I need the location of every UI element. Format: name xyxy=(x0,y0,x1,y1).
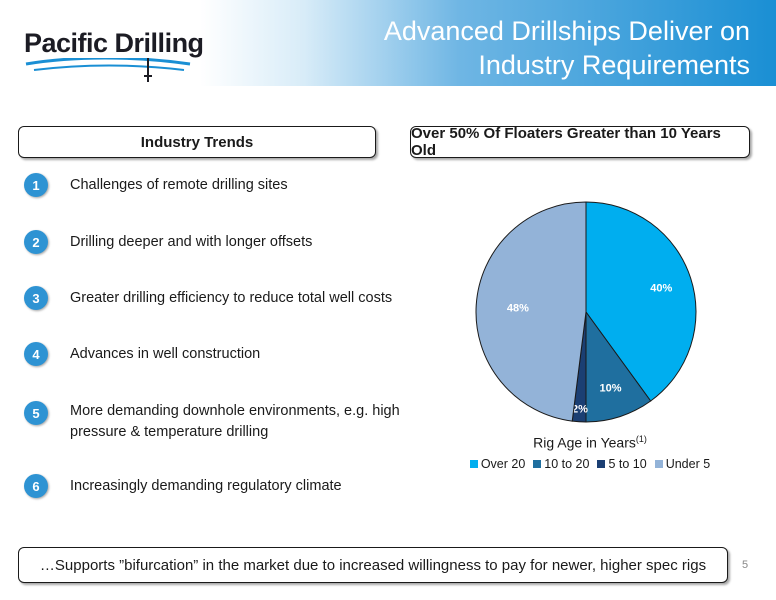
legend-item: Under 5 xyxy=(654,457,711,471)
legend-swatch xyxy=(654,460,663,468)
summary-message: …Supports ”bifurcation” in the market du… xyxy=(18,547,728,583)
floaters-heading: Over 50% Of Floaters Greater than 10 Yea… xyxy=(410,125,750,159)
legend-label: Under 5 xyxy=(665,457,711,471)
pie-slice-under-5 xyxy=(475,201,587,422)
legend-swatch xyxy=(597,460,606,468)
number-badge: 1 xyxy=(24,173,48,197)
legend-item: 5 to 10 xyxy=(597,457,647,471)
legend-label: 10 to 20 xyxy=(544,457,590,471)
pie-slice-over-20 xyxy=(585,201,697,402)
pie-data-label: 2% xyxy=(572,404,588,416)
trend-text: Advances in well construction xyxy=(70,346,261,362)
number-badge: 5 xyxy=(24,401,48,425)
pie-caption-text: Rig Age in Years xyxy=(533,434,636,451)
legend-swatch xyxy=(469,460,478,468)
pie-data-label: 40% xyxy=(650,283,672,295)
pie-caption-footnote: (1) xyxy=(635,434,647,444)
legend-label: 5 to 10 xyxy=(608,457,647,471)
number-badge: 4 xyxy=(24,342,48,366)
number-badge: 2 xyxy=(24,230,48,254)
page-number: 5 xyxy=(742,559,749,571)
slide-title: Advanced Drillships Deliver on Industry … xyxy=(330,14,750,82)
pie-caption: Rig Age in Years(1) xyxy=(460,434,720,451)
legend-item: Over 20 xyxy=(469,457,526,471)
industry-trends-heading: Industry Trends xyxy=(18,126,376,158)
legend-label: Over 20 xyxy=(480,457,526,471)
trend-text: Challenges of remote drilling sites xyxy=(70,177,288,193)
pie-data-label: 10% xyxy=(599,382,621,394)
title-line-1: Advanced Drillships Deliver on xyxy=(383,16,750,46)
legend-swatch xyxy=(533,460,542,468)
header-band xyxy=(200,0,776,86)
pie-svg: 40% 10% 2% 48% xyxy=(475,201,697,423)
trend-text: Drilling deeper and with longer offsets xyxy=(70,234,313,250)
number-badge: 6 xyxy=(24,474,48,498)
title-line-2: Industry Requirements xyxy=(478,50,750,80)
company-logo: Pacific Drilling xyxy=(24,24,204,82)
trend-text: Greater drilling efficiency to reduce to… xyxy=(70,290,393,306)
number-badge: 3 xyxy=(24,286,48,310)
legend-item: 10 to 20 xyxy=(533,457,589,471)
rig-age-pie-chart: 40% 10% 2% 48% Rig Age in Years(1) Over 20 1… xyxy=(460,190,720,490)
logo-wave-icon xyxy=(25,58,191,82)
trend-text: More demanding downhole environments, e.… xyxy=(70,403,400,440)
logo-text: Pacific Drilling xyxy=(24,28,204,58)
pie-data-label: 48% xyxy=(507,303,529,315)
pie-legend: Over 20 10 to 20 5 to 10 Under 5 xyxy=(460,457,720,471)
trend-text: Increasingly demanding regulatory climat… xyxy=(70,478,342,494)
